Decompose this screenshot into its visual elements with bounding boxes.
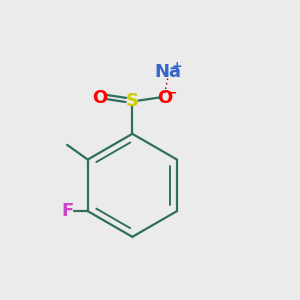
Text: S: S [126,92,139,110]
Text: −: − [166,87,177,100]
Text: F: F [61,202,73,220]
Text: O: O [92,89,108,107]
Text: Na: Na [154,63,181,81]
Text: O: O [157,89,172,107]
Text: +: + [172,60,183,73]
